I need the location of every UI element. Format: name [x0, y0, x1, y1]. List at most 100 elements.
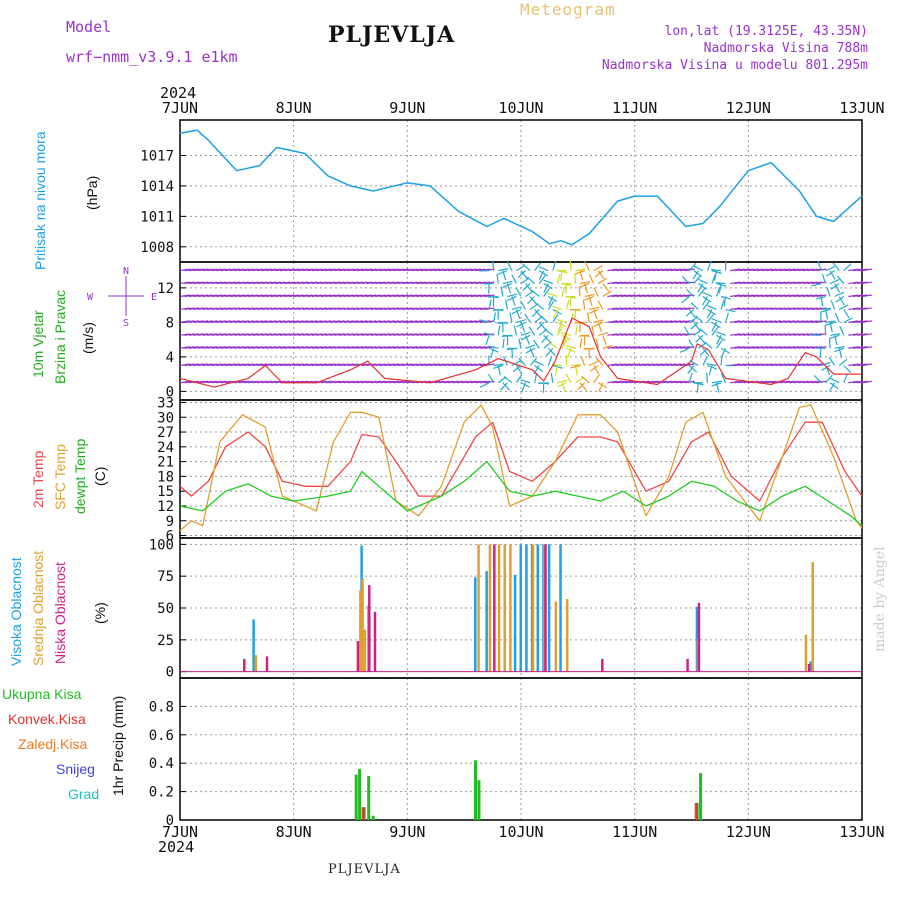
wind-arrow	[739, 333, 750, 336]
wind-arrow	[475, 346, 486, 349]
wind-arrow	[557, 379, 568, 384]
wind-arrow	[625, 307, 636, 311]
wind-arrow	[179, 363, 190, 367]
wind-arrow	[611, 281, 622, 285]
wind-arrow	[589, 306, 600, 311]
wind-arrow	[211, 268, 222, 272]
wind-arrow	[320, 294, 331, 298]
y-tick-label: 12	[157, 281, 174, 297]
wind-arrow	[275, 380, 286, 384]
wind-arrow	[789, 268, 800, 272]
cloud-low-bar	[697, 602, 701, 672]
wind-arrow	[484, 294, 495, 298]
wind-arrow	[379, 320, 391, 323]
wind-arrow	[547, 295, 558, 302]
wind-arrow	[457, 307, 468, 311]
wind-arrow	[234, 333, 245, 336]
wind-arrow	[420, 363, 431, 367]
wind-arrow	[552, 309, 558, 319]
wind-arrow	[593, 365, 600, 375]
wind-arrow	[452, 363, 463, 367]
wind-arrow	[225, 363, 236, 367]
wind-arrow	[597, 382, 608, 389]
wind-arrow	[562, 335, 568, 345]
wind-arrow	[198, 268, 209, 272]
wind-arrow	[439, 333, 450, 336]
wind-arrow	[639, 320, 650, 323]
wind-arrow	[270, 268, 281, 272]
wind-arrow	[848, 268, 859, 272]
wind-arrow	[320, 380, 331, 384]
wind-arrow	[770, 320, 782, 323]
year-label-bottom: 2024	[158, 838, 195, 856]
wind-arrow	[393, 307, 404, 311]
wind-arrow	[857, 363, 868, 367]
cloud-high-bar	[485, 571, 488, 672]
wind-arrow	[575, 268, 586, 272]
cloud-mid-bar	[477, 544, 480, 672]
wind-arrow	[757, 268, 768, 272]
wind-arrow	[179, 294, 190, 298]
wind-arrow	[730, 320, 741, 323]
cloud-low-bar	[493, 544, 496, 672]
wind-arrow	[189, 320, 200, 323]
cloud-low-bar	[544, 544, 547, 672]
wind-arrow	[607, 363, 618, 367]
wind-arrow	[520, 270, 528, 279]
y-tick-label: 1017	[140, 149, 174, 165]
wind-arrow	[384, 380, 395, 384]
wind-arrow	[216, 281, 227, 285]
wind-arrow	[275, 268, 286, 272]
wind-arrow	[511, 274, 517, 284]
wind-arrow	[202, 281, 213, 285]
wind-arrow	[339, 346, 350, 349]
wind-arrow	[784, 333, 795, 336]
y-tick-label: 15	[157, 484, 174, 500]
wind-arrow	[798, 320, 809, 323]
cloud-low-bar	[373, 611, 377, 672]
wind-arrow	[266, 333, 277, 336]
lonlat-text: lon,lat (19.3125E, 43.35N)	[664, 24, 869, 39]
wind-arrow	[193, 281, 204, 285]
wind-arrow	[357, 294, 368, 298]
wind-arrow	[479, 382, 490, 388]
wind-arrow	[252, 333, 263, 336]
wind-arrow	[429, 294, 441, 298]
wind-arrow	[591, 325, 595, 336]
precip-total-bar	[358, 768, 362, 820]
wind-arrow	[675, 268, 686, 272]
wind-arrow	[711, 322, 718, 332]
wind-arrow	[348, 307, 359, 311]
wind-arrow	[552, 305, 563, 311]
wind-arrow	[266, 380, 277, 384]
wind-arrow	[202, 333, 213, 336]
wind-arrow	[699, 347, 708, 356]
wind-arrow	[620, 294, 632, 298]
wind-arrow	[793, 281, 804, 285]
wind-arrow	[798, 307, 809, 311]
wind-arrow	[657, 363, 668, 367]
wind-arrow	[487, 373, 495, 384]
wind-arrow	[443, 346, 454, 349]
wind-arrow	[821, 307, 832, 311]
y-tick-label: 18	[157, 469, 174, 485]
wind-arrow	[325, 380, 336, 384]
wind-arrow	[225, 268, 236, 272]
wind-arrow	[470, 380, 481, 384]
wind-arrow	[848, 333, 859, 336]
legend-konvek: Konvek.Kisa	[8, 711, 86, 727]
wind-arrow	[311, 281, 322, 285]
wind-arrow	[479, 319, 490, 323]
wind-arrow	[739, 320, 750, 323]
wind-arrow	[661, 268, 672, 272]
cloud-mid-bar	[554, 601, 558, 672]
wind-arrow	[488, 347, 499, 353]
wind-arrow	[389, 380, 400, 384]
wind-arrow	[625, 294, 636, 298]
wind-arrow	[211, 294, 222, 298]
wind-arrow	[343, 346, 354, 349]
wind-arrow	[793, 346, 804, 349]
wind-arrow	[470, 268, 481, 272]
wind-arrow	[393, 320, 404, 323]
